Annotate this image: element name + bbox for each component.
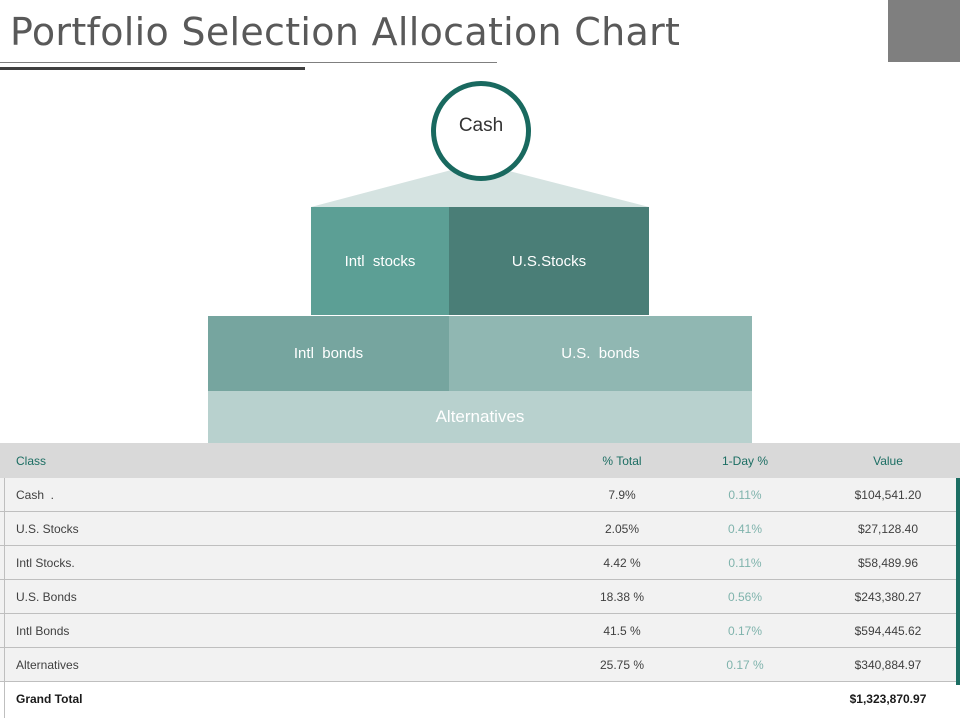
header-value: Value <box>873 453 903 468</box>
row-value: $27,128.40 <box>857 521 919 536</box>
row-one-day: 0.11% <box>728 555 762 570</box>
title-underline-thin <box>0 62 497 63</box>
us-bonds-block: U.S. bonds <box>449 316 752 391</box>
table-row: U.S. Bonds 18.38 % 0.56% $243,380.27 <box>0 580 960 614</box>
header-pct-total: % Total <box>602 453 642 468</box>
row-class: U.S. Stocks <box>16 521 79 536</box>
table-left-border <box>4 478 5 718</box>
table-row: Cash . 7.9% 0.11% $104,541.20 <box>0 478 960 512</box>
us-stocks-label: U.S.Stocks <box>511 252 587 270</box>
row-value: $104,541.20 <box>854 487 922 502</box>
cash-node: Cash <box>431 81 531 181</box>
row-one-day: 0.41% <box>727 521 763 536</box>
page-title: Portfolio Selection Allocation Chart <box>10 10 681 54</box>
title-underline-thick <box>0 67 305 70</box>
table-row: Intl Stocks. 4.42 % 0.11% $58,489.96 <box>0 546 960 580</box>
row-class: Intl Stocks. <box>16 555 75 570</box>
cash-label: Cash <box>458 115 504 136</box>
row-class: Cash . <box>16 487 55 502</box>
row-one-day: 0.11% <box>728 487 762 502</box>
grand-total-row: Grand Total $1,323,870.97 <box>0 682 960 715</box>
header-class: Class <box>16 453 47 468</box>
header-one-day: 1-Day % <box>721 453 768 468</box>
intl-stocks-label: Intl stocks <box>344 252 416 270</box>
row-class: Intl Bonds <box>16 623 70 638</box>
row-class: Alternatives <box>16 657 79 672</box>
row-value: $340,884.97 <box>854 657 922 672</box>
alternatives-block: Alternatives <box>208 391 752 443</box>
us-stocks-block: U.S.Stocks <box>449 207 649 315</box>
intl-stocks-block: Intl stocks <box>311 207 449 315</box>
intl-bonds-block: Intl bonds <box>208 316 449 391</box>
row-one-day: 0.17 % <box>726 657 764 672</box>
row-pct-total: 2.05% <box>604 521 640 536</box>
grand-total-label: Grand Total <box>16 691 83 706</box>
row-pct-total: 41.5 % <box>603 623 641 638</box>
row-pct-total: 7.9% <box>608 487 636 502</box>
allocation-table: Class % Total 1-Day % Value Cash . 7.9% … <box>0 443 960 715</box>
row-one-day: 0.56% <box>727 589 763 604</box>
table-row: Intl Bonds 41.5 % 0.17% $594,445.62 <box>0 614 960 648</box>
us-bonds-label: U.S. bonds <box>561 345 640 362</box>
intl-bonds-label: Intl bonds <box>293 345 364 362</box>
row-value: $58,489.96 <box>857 555 919 570</box>
alternatives-label: Alternatives <box>435 407 525 426</box>
row-pct-total: 18.38 % <box>599 589 645 604</box>
row-value: $243,380.27 <box>854 589 922 604</box>
table-right-accent <box>956 478 960 685</box>
row-pct-total: 4.42 % <box>603 555 641 570</box>
table-header-row: Class % Total 1-Day % Value <box>0 443 960 478</box>
row-one-day: 0.17% <box>727 623 763 638</box>
table-row: Alternatives 25.75 % 0.17 % $340,884.97 <box>0 648 960 682</box>
grand-total-value: $1,323,870.97 <box>849 691 927 706</box>
row-pct-total: 25.75 % <box>599 657 645 672</box>
corner-accent-box <box>888 0 960 62</box>
row-class: U.S. Bonds <box>16 589 77 604</box>
table-row: U.S. Stocks 2.05% 0.41% $27,128.40 <box>0 512 960 546</box>
row-value: $594,445.62 <box>854 623 922 638</box>
